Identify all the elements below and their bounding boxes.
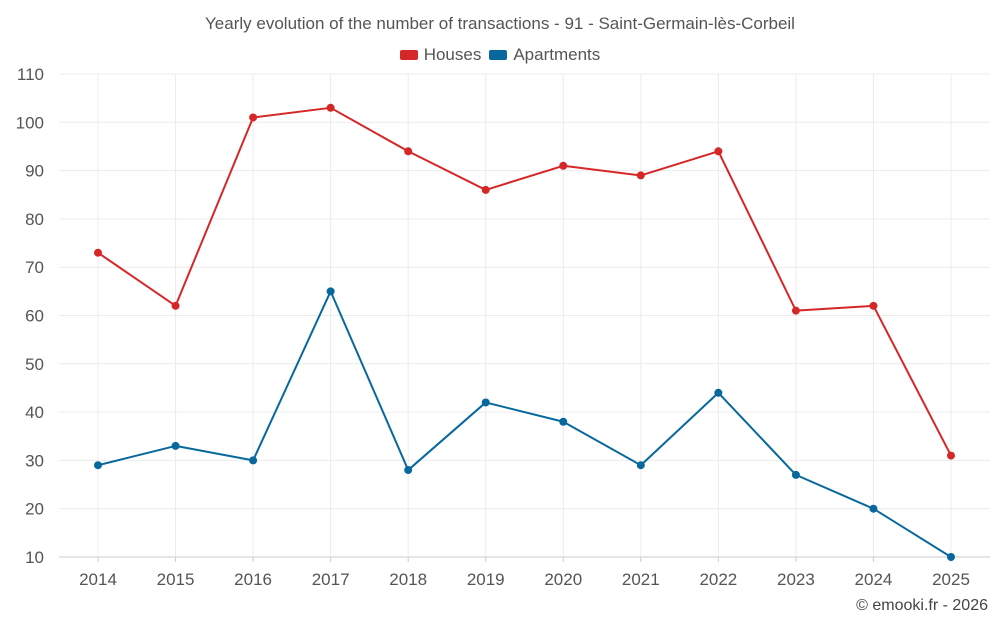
- y-axis: 10 20 30 40 50 60 70 80 90 100 110: [16, 65, 44, 567]
- data-point-houses[interactable]: [481, 185, 490, 194]
- x-tick-label: 2014: [79, 570, 117, 589]
- x-tick-label: 2018: [389, 570, 427, 589]
- legend-label-houses: Houses: [423, 45, 482, 64]
- data-point-apartments[interactable]: [947, 553, 955, 561]
- data-point-apartments[interactable]: [249, 456, 258, 465]
- data-point-apartments[interactable]: [714, 388, 723, 397]
- y-tick-label: 40: [25, 403, 44, 422]
- x-tick-label: 2023: [777, 570, 815, 589]
- grid: [59, 73, 990, 558]
- data-point-apartments[interactable]: [869, 504, 878, 513]
- data-point-houses[interactable]: [791, 306, 800, 315]
- x-tick-label: 2017: [312, 570, 350, 589]
- data-point-houses[interactable]: [249, 113, 258, 122]
- legend-label-apartments: Apartments: [513, 45, 601, 64]
- x-tick-label: 2020: [544, 570, 582, 589]
- y-tick-label: 20: [25, 500, 44, 519]
- data-point-houses[interactable]: [171, 301, 180, 310]
- data-point-apartments[interactable]: [559, 417, 568, 426]
- chart-title: Yearly evolution of the number of transa…: [205, 14, 795, 33]
- x-tick-label: 2025: [932, 570, 970, 589]
- x-tick-label: 2015: [157, 570, 195, 589]
- legend-item-houses[interactable]: Houses: [399, 45, 482, 65]
- data-point-houses[interactable]: [714, 147, 723, 156]
- data-point-houses[interactable]: [559, 161, 568, 170]
- data-point-houses[interactable]: [404, 147, 413, 156]
- x-tick-label: 2024: [855, 570, 893, 589]
- legend-swatch-apartments: [489, 50, 508, 60]
- data-point-apartments[interactable]: [636, 461, 645, 470]
- data-point-apartments[interactable]: [791, 470, 800, 479]
- y-tick-label: 110: [17, 65, 44, 84]
- x-tick-label: 2021: [622, 570, 660, 589]
- data-point-apartments[interactable]: [94, 461, 102, 470]
- y-tick-label: 100: [16, 113, 44, 132]
- data-point-houses[interactable]: [94, 248, 102, 257]
- data-point-houses[interactable]: [636, 171, 645, 180]
- x-tick-label: 2022: [699, 570, 737, 589]
- x-tick-label: 2019: [467, 570, 505, 589]
- y-tick-label: 30: [25, 451, 44, 470]
- y-tick-label: 50: [25, 355, 44, 374]
- y-tick-label: 80: [25, 210, 44, 229]
- series-line-apartments: [97, 290, 952, 558]
- credit-text: © emooki.fr - 2026: [856, 597, 988, 614]
- data-point-apartments[interactable]: [326, 287, 335, 296]
- series-line-houses: [97, 106, 952, 457]
- legend: Houses Apartments: [0, 45, 1000, 65]
- data-point-apartments[interactable]: [481, 398, 490, 407]
- x-axis: 2014 2015 2016 2017 2018 2019 2020 2021 2022 2023…: [79, 557, 970, 589]
- data-point-houses[interactable]: [947, 451, 955, 460]
- x-tick-label: 2016: [234, 570, 272, 589]
- data-point-apartments[interactable]: [171, 441, 180, 450]
- series-group: [94, 103, 955, 561]
- data-point-houses[interactable]: [326, 103, 335, 112]
- legend-swatch-houses: [399, 50, 418, 60]
- data-point-apartments[interactable]: [404, 466, 413, 475]
- legend-item-apartments[interactable]: Apartments: [489, 45, 600, 65]
- data-point-houses[interactable]: [869, 301, 878, 310]
- y-tick-label: 10: [25, 548, 44, 567]
- y-tick-label: 70: [25, 258, 44, 277]
- y-tick-label: 60: [25, 307, 44, 326]
- y-tick-label: 90: [25, 162, 44, 181]
